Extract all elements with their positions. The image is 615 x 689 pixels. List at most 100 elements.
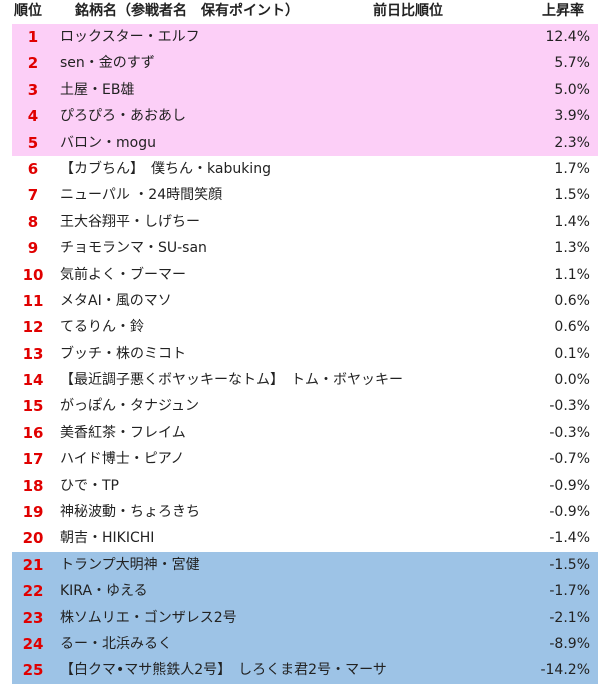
rank: 11 xyxy=(22,291,44,310)
rank: 2 xyxy=(27,54,39,73)
rank: 12 xyxy=(22,318,44,337)
rank: 4 xyxy=(27,107,39,126)
name: バロン・mogu xyxy=(60,134,156,151)
name: 株ソムリエ・ゴンザレス2号 xyxy=(60,609,237,626)
change: 1.4% xyxy=(554,213,590,230)
rank: 22 xyxy=(22,582,44,601)
table-row: 3 土屋・EB雄 5.0% xyxy=(12,76,598,104)
change: -0.9% xyxy=(549,477,590,494)
table-row: 2 sen・金のすず 5.7% xyxy=(12,50,598,77)
table-row: 16 美香紅茶・フレイム -0.3% xyxy=(12,420,598,446)
name: sen・金のすず xyxy=(60,55,155,72)
name: るー・北浜みるく xyxy=(60,635,172,652)
name: 気前よく・ブーマー xyxy=(60,266,186,283)
table-row: 13 ブッチ・株のミコト 0.1% xyxy=(12,341,598,367)
change: 5.0% xyxy=(554,81,590,98)
table-row: 17 ハイド博士・ピアノ -0.7% xyxy=(12,446,598,472)
rank: 14 xyxy=(22,371,44,390)
name: ブッチ・株のミコト xyxy=(60,345,186,362)
rank: 16 xyxy=(22,423,44,442)
change: 12.4% xyxy=(545,29,590,45)
name: チョモランマ・SU-san xyxy=(60,240,207,257)
table-row: 20 朝吉・HIKICHI -1.4% xyxy=(12,525,598,551)
table-row: 14 【最近調子悪くボヤッキーなトム】 トム・ボヤッキー 0.0% xyxy=(12,367,598,393)
change: -8.9% xyxy=(549,635,590,652)
rank: 1 xyxy=(27,28,39,46)
name: ロックスター・エルフ xyxy=(60,29,200,45)
rank: 5 xyxy=(27,133,39,152)
rank: 24 xyxy=(22,634,44,653)
rank: 17 xyxy=(22,450,44,469)
rank: 8 xyxy=(27,212,39,231)
table-row: 25 【白クマ•マサ熊鉄人2号】 しろくま君2号・マーサ -14.2% xyxy=(12,657,598,684)
table-row: 11 メタAI・風のマソ 0.6% xyxy=(12,288,598,314)
change: -2.1% xyxy=(549,609,590,626)
rank: 3 xyxy=(27,80,39,99)
change: -1.7% xyxy=(549,583,590,600)
rank: 21 xyxy=(22,555,44,574)
name: 神秘波動・ちょろきち xyxy=(60,504,200,521)
name: がっぽん・タナジュン xyxy=(60,398,200,415)
change: -0.3% xyxy=(549,398,590,415)
table-row: 18 ひで・TP -0.9% xyxy=(12,473,598,499)
name: ぴろぴろ・あおあし xyxy=(60,108,186,125)
name: 朝吉・HIKICHI xyxy=(60,530,155,547)
change: -0.9% xyxy=(549,504,590,521)
header-prev: 前日比順位 xyxy=(373,3,443,19)
name: 【カブちん】 僕ちん・kabuking xyxy=(60,160,271,177)
header-rank: 順位 xyxy=(14,3,42,19)
change: 0.1% xyxy=(554,345,590,362)
name: 王大谷翔平・しげちー xyxy=(60,213,200,230)
table-row: 12 てるりん・鈴 0.6% xyxy=(12,314,598,340)
name: ひで・TP xyxy=(60,477,119,494)
rank: 18 xyxy=(22,476,44,495)
rank: 25 xyxy=(22,661,44,680)
table-row: 7 ニューパル ・24時間笑顔 1.5% xyxy=(12,182,598,208)
change: -14.2% xyxy=(540,662,590,679)
table-row: 4 ぴろぴろ・あおあし 3.9% xyxy=(12,103,598,130)
rank: 13 xyxy=(22,344,44,363)
table-row: 23 株ソムリエ・ゴンザレス2号 -2.1% xyxy=(12,604,598,631)
name: 美香紅茶・フレイム xyxy=(60,424,186,441)
change: -1.4% xyxy=(549,530,590,547)
change: 3.9% xyxy=(554,108,590,125)
table-row: 21 トランプ大明神・宮健 -1.5% xyxy=(12,551,598,579)
change: 1.7% xyxy=(554,160,590,177)
change: 2.3% xyxy=(554,134,590,151)
change: 0.6% xyxy=(554,319,590,336)
name: ニューパル ・24時間笑顔 xyxy=(60,187,223,204)
change: 5.7% xyxy=(554,55,590,72)
table-row: 19 神秘波動・ちょろきち -0.9% xyxy=(12,499,598,525)
name: てるりん・鈴 xyxy=(60,319,144,336)
rank: 9 xyxy=(27,239,39,258)
table-row: 15 がっぽん・タナジュン -0.3% xyxy=(12,393,598,419)
name: トランプ大明神・宮健 xyxy=(60,556,200,573)
name: 【白クマ•マサ熊鉄人2号】 しろくま君2号・マーサ xyxy=(60,662,387,679)
table-row: 10 気前よく・ブーマー 1.1% xyxy=(12,262,598,288)
change: -0.3% xyxy=(549,424,590,441)
name: KIRA・ゆえる xyxy=(60,583,148,600)
rank: 20 xyxy=(22,529,44,548)
change: 1.5% xyxy=(554,187,590,204)
header-change: 上昇率 xyxy=(542,3,584,19)
table-row: 9 チョモランマ・SU-san 1.3% xyxy=(12,235,598,261)
table-body: 1 ロックスター・エルフ 12.4% 2 sen・金のすず 5.7% 3 土屋・EB雄 5.0%… xyxy=(12,24,598,684)
change: -1.5% xyxy=(549,556,590,573)
table-row: 22 KIRA・ゆえる -1.7% xyxy=(12,578,598,605)
table-row: 1 ロックスター・エルフ 12.4% xyxy=(12,24,598,51)
name: 土屋・EB雄 xyxy=(60,81,135,98)
table-row: 24 るー・北浜みるく -8.9% xyxy=(12,630,598,658)
header-name: 銘柄名（参戦者名 保有ポイント） xyxy=(75,3,299,19)
name: ハイド博士・ピアノ xyxy=(60,451,185,468)
rank: 15 xyxy=(22,397,44,416)
table-row: 8 王大谷翔平・しげちー 1.4% xyxy=(12,209,598,235)
rank: 6 xyxy=(27,159,39,178)
rank: 19 xyxy=(22,503,44,522)
change: 0.0% xyxy=(554,372,590,389)
change: -0.7% xyxy=(549,451,590,468)
rank: 10 xyxy=(22,265,44,284)
change: 1.1% xyxy=(554,266,590,283)
rank: 23 xyxy=(22,608,44,627)
change: 1.3% xyxy=(554,240,590,257)
